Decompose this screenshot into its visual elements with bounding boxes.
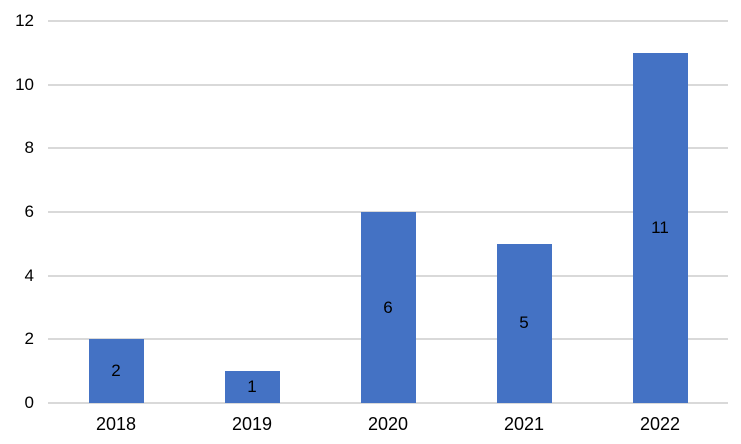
bar-2022 [632, 52, 688, 403]
gridline [48, 147, 728, 150]
x-tick-label: 2019 [231, 414, 273, 434]
bar-2020 [360, 212, 416, 403]
bar-2019 [224, 371, 280, 403]
bar-data-label: 1 [247, 377, 257, 397]
bar-data-label: 5 [519, 313, 529, 333]
bar-2021 [496, 243, 552, 403]
y-tick-label: 2 [24, 329, 34, 349]
gridline [48, 20, 728, 22]
gridline [48, 83, 728, 86]
y-tick-label: 6 [24, 202, 34, 221]
bar-data-label: 2 [111, 361, 121, 381]
y-tick-label: 0 [24, 393, 34, 412]
bar-data-label: 6 [383, 297, 393, 317]
y-tick-label: 8 [24, 138, 34, 158]
bar-2018 [88, 339, 144, 403]
y-tick-label: 12 [15, 11, 34, 30]
y-tick-label: 4 [24, 265, 34, 285]
x-tick-label: 2018 [95, 414, 137, 434]
bar-data-label: 11 [651, 217, 669, 237]
y-tick-label: 10 [15, 74, 34, 94]
x-tick-label: 2022 [639, 414, 681, 434]
x-tick-label: 2020 [367, 414, 409, 434]
x-tick-label: 2021 [503, 414, 545, 434]
